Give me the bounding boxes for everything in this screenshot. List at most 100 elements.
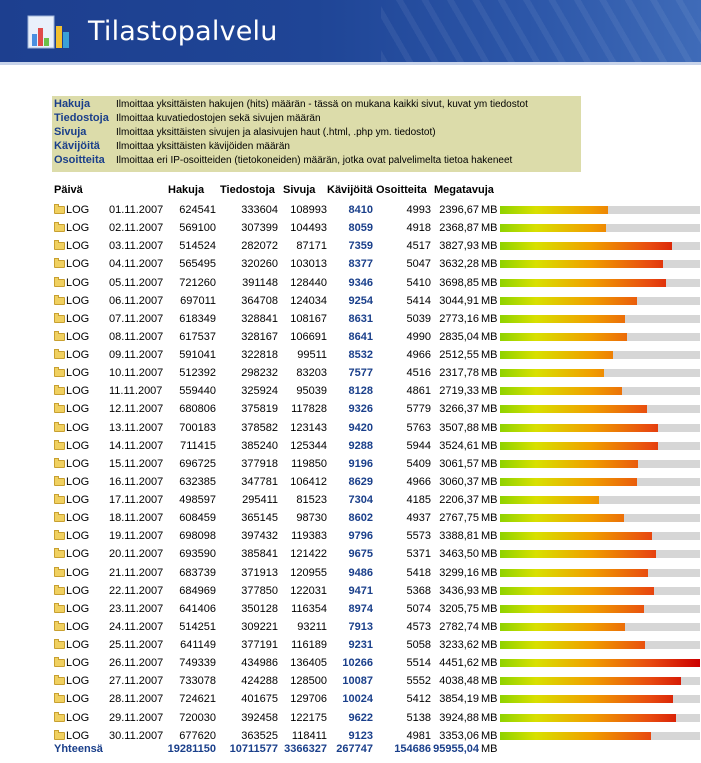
cell-megabytes: 3299,16 (439, 566, 479, 579)
cell-megabytes: 3827,93 (439, 240, 479, 253)
cell-date: 16.11.2007 (109, 475, 164, 488)
cell-addresses: 4993 (406, 204, 431, 216)
cell-files: 333604 (241, 204, 278, 216)
log-link[interactable]: LOG (66, 367, 90, 380)
cell-visitors: 9622 (348, 711, 373, 724)
log-link[interactable]: LOG (66, 457, 90, 470)
cell-date: 02.11.2007 (109, 222, 164, 235)
cell-hits: 514524 (179, 240, 216, 253)
log-link[interactable]: LOG (66, 566, 90, 579)
cell-pages: 81523 (296, 494, 327, 506)
cell-megabytes: 2396,67 (439, 204, 479, 216)
cell-megabytes: 2773,16 (439, 312, 479, 325)
table-row: LOG 27.11.2007 733078 424288 128500 10087 5552… (0, 672, 701, 690)
cell-unit: MB (481, 439, 498, 452)
cell-visitors: 8629 (348, 475, 373, 488)
usage-bar-fill (500, 550, 656, 559)
log-link[interactable]: LOG (66, 530, 90, 543)
folder-icon (54, 457, 65, 468)
cell-addresses: 4517 (406, 240, 431, 253)
cell-addresses: 4981 (406, 729, 431, 742)
log-link[interactable]: LOG (66, 584, 90, 597)
usage-bar-fill (500, 459, 638, 468)
log-link[interactable]: LOG (66, 475, 90, 488)
cell-hits: 696725 (179, 457, 216, 470)
cell-pages: 98730 (296, 512, 327, 525)
usage-bar-fill (500, 731, 651, 740)
cell-pages: 93211 (297, 620, 327, 633)
page-header: Tilastopalvelu (0, 0, 701, 62)
cell-addresses: 4966 (406, 349, 431, 361)
legend-term: Sivuja (54, 126, 87, 138)
table-row: LOG 08.11.2007 617537 328167 106691 8641 4990 2… (0, 328, 701, 346)
cell-visitors: 10266 (342, 657, 373, 670)
log-link[interactable]: LOG (66, 258, 90, 271)
cell-hits: 618349 (179, 312, 216, 325)
cell-addresses: 5058 (406, 639, 431, 651)
log-link[interactable]: LOG (66, 204, 90, 216)
cell-hits: 693590 (179, 548, 216, 561)
log-link[interactable]: LOG (66, 602, 90, 615)
cell-files: 320260 (241, 258, 278, 271)
log-link[interactable]: LOG (66, 657, 90, 670)
log-link[interactable]: LOG (66, 385, 90, 398)
folder-icon (54, 548, 65, 559)
legend-item: Kävijöitä Ilmoittaa yksittäisten kävijöid… (54, 139, 290, 153)
log-link[interactable]: LOG (66, 675, 90, 688)
usage-bar-fill (500, 677, 682, 686)
cell-megabytes: 3854,19 (439, 693, 479, 706)
legend-desc: Ilmoittaa yksittäisten hakujen (hits) mä… (116, 99, 528, 110)
folder-icon (54, 385, 65, 396)
log-link[interactable]: LOG (66, 403, 90, 416)
cell-visitors: 9288 (348, 439, 373, 452)
log-link[interactable]: LOG (66, 222, 90, 235)
log-link[interactable]: LOG (66, 330, 90, 343)
usage-bar-track (500, 677, 700, 686)
cell-hits: 632385 (179, 475, 216, 488)
col-header-addresses: Osoitteita (376, 184, 427, 196)
cell-files: 295411 (242, 494, 278, 506)
cell-unit: MB (481, 620, 498, 633)
usage-bar-track (500, 532, 700, 541)
folder-icon (54, 512, 65, 523)
col-header-day: Päivä (54, 184, 83, 196)
cell-visitors: 9123 (348, 729, 373, 742)
folder-icon (54, 494, 65, 504)
log-link[interactable]: LOG (66, 548, 90, 561)
usage-bar-track (500, 695, 700, 704)
cell-unit: MB (481, 530, 498, 543)
log-link[interactable]: LOG (66, 276, 90, 289)
cell-megabytes: 4038,48 (439, 675, 479, 688)
folder-icon (54, 240, 65, 251)
usage-bar-fill (500, 659, 700, 668)
log-link[interactable]: LOG (66, 711, 90, 724)
log-link[interactable]: LOG (66, 494, 90, 506)
log-link[interactable]: LOG (66, 349, 90, 361)
cell-visitors: 8602 (348, 512, 373, 525)
usage-bar-track (500, 731, 700, 740)
folder-icon (54, 675, 65, 686)
log-link[interactable]: LOG (66, 439, 90, 452)
log-link[interactable]: LOG (66, 620, 90, 633)
folder-icon (54, 620, 65, 631)
log-link[interactable]: LOG (66, 639, 90, 651)
cell-date: 17.11.2007 (109, 494, 164, 506)
log-link[interactable]: LOG (66, 512, 90, 525)
cell-date: 22.11.2007 (109, 584, 164, 597)
log-link[interactable]: LOG (66, 693, 90, 706)
log-link[interactable]: LOG (66, 421, 90, 434)
cell-visitors: 8631 (348, 312, 373, 325)
cell-files: 397432 (241, 530, 278, 543)
cell-files: 401675 (241, 693, 278, 706)
log-link[interactable]: LOG (66, 729, 90, 742)
cell-date: 20.11.2007 (109, 548, 164, 561)
cell-unit: MB (481, 566, 498, 579)
folder-icon (54, 367, 65, 378)
cell-visitors: 7359 (348, 240, 373, 253)
log-link[interactable]: LOG (66, 240, 90, 253)
log-link[interactable]: LOG (66, 312, 90, 325)
folder-icon (54, 349, 65, 359)
log-link[interactable]: LOG (66, 294, 90, 307)
legend-desc: Ilmoittaa yksittäisten sivujen ja alasiv… (116, 127, 436, 138)
cell-visitors: 8410 (348, 204, 373, 216)
